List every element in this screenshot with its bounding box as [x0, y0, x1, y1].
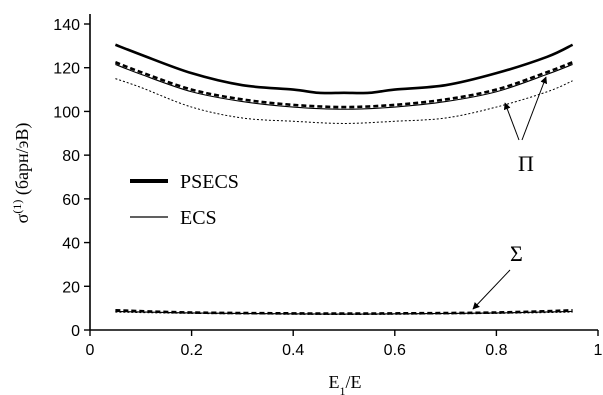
series-line-sigma-thin-dotted [115, 311, 573, 315]
x-tick-label: 0.2 [180, 342, 202, 359]
annotation-pi-arrow-1 [503, 102, 520, 141]
x-axis-title: E1/E [329, 372, 362, 395]
x-axis-title-rest: /E [346, 372, 362, 392]
y-axis-title: σ(1) (барн/эВ) [10, 123, 33, 224]
annotations: Π Σ [472, 76, 548, 310]
x-tick-label: 0.4 [282, 342, 304, 359]
x-tick-label: 0.8 [485, 342, 507, 359]
y-tick-label: 20 [62, 279, 80, 296]
legend-label-ecs: ECS [180, 207, 217, 229]
annotation-sigma-label: Σ [510, 241, 523, 266]
legend: PSECS ECS [130, 171, 239, 229]
y-tick-label: 140 [53, 17, 80, 34]
y-ticks: 0 20 40 60 80 100 120 140 [53, 17, 90, 340]
y-axis-title-sup: (1) [10, 200, 24, 214]
y-tick-label: 40 [62, 236, 80, 253]
annotation-pi-label: Π [518, 151, 534, 176]
y-axis-title-main: σ [12, 213, 32, 223]
x-tick-label: 1 [594, 342, 603, 359]
x-axis-title-main: E [329, 372, 340, 392]
annotation-sigma-arrow [472, 269, 511, 310]
y-axis-title-rest: (барн/эВ) [12, 123, 33, 200]
series-layer [114, 43, 574, 315]
series-line-pi-thick-solid [114, 43, 574, 95]
series-line-pi-thin-solid [115, 63, 573, 110]
x-tick-label: 0 [86, 342, 95, 359]
series-line-pi-thin-dotted [115, 78, 573, 124]
y-tick-label: 100 [53, 104, 80, 121]
legend-label-psecs: PSECS [180, 171, 239, 193]
x-tick-label: 0.6 [384, 342, 406, 359]
y-tick-label: 80 [62, 148, 80, 165]
x-ticks: 0 0.2 0.4 0.6 0.8 1 [86, 330, 603, 359]
annotation-pi-arrow-2 [521, 76, 548, 141]
y-tick-label: 60 [62, 192, 80, 209]
x-axis-title-sub: 1 [340, 384, 346, 395]
y-tick-label: 120 [53, 61, 80, 78]
y-tick-label: 0 [71, 323, 80, 340]
series-line-pi-thick-dashed [114, 61, 574, 109]
